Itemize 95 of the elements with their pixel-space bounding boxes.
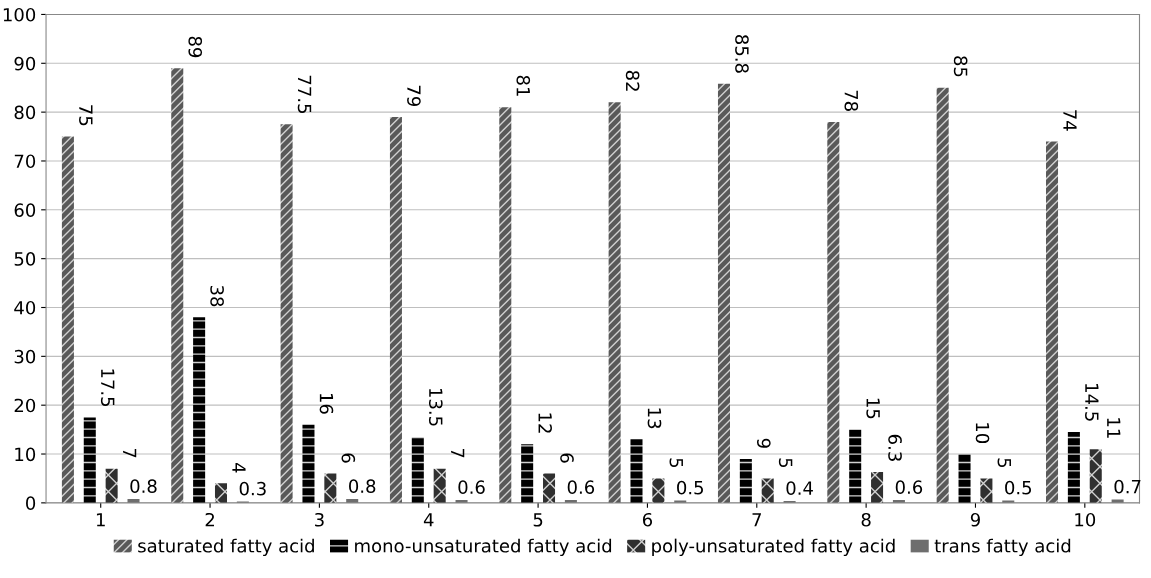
bar <box>280 124 293 503</box>
data-label: 14.5 <box>1085 384 1099 421</box>
y-tick-label: 60 <box>14 203 36 217</box>
bar <box>171 68 184 503</box>
bar <box>543 473 556 503</box>
data-label: 85 <box>953 56 968 77</box>
x-tick-label: 6 <box>642 512 653 527</box>
data-label: 15 <box>866 398 880 419</box>
legend-label: poly-unsaturated fatty acid <box>652 538 895 557</box>
data-label: 0.6 <box>567 480 595 494</box>
data-label: 0.7 <box>1114 479 1141 494</box>
data-label: 6 <box>341 453 356 463</box>
data-label: 6 <box>560 453 574 463</box>
bar <box>324 473 337 503</box>
bar <box>980 478 993 503</box>
bar <box>389 117 402 503</box>
bar <box>433 468 446 503</box>
bar <box>630 439 643 503</box>
bar <box>849 429 862 503</box>
y-tick-label: 100 <box>3 7 36 22</box>
x-tick-label: 8 <box>861 512 871 527</box>
data-label: 82 <box>625 70 640 91</box>
data-label: 5 <box>669 458 683 468</box>
data-label: 78 <box>844 90 859 111</box>
data-label: 0.5 <box>677 480 703 495</box>
data-label: 0.5 <box>1005 480 1032 495</box>
bar <box>302 424 315 503</box>
data-label: 74 <box>1063 110 1077 131</box>
data-label: 4 <box>232 462 246 473</box>
data-label: 10 <box>975 423 990 444</box>
bar <box>1067 432 1080 503</box>
x-tick-label: 9 <box>970 512 980 527</box>
data-label: 77.5 <box>297 75 312 113</box>
data-label: 7 <box>451 448 465 458</box>
data-label: 38 <box>210 285 224 307</box>
bar <box>193 317 206 503</box>
bar <box>411 436 424 503</box>
bar <box>105 468 118 503</box>
data-label: 85.8 <box>735 35 749 73</box>
x-tick-label: 3 <box>315 512 324 527</box>
data-label: 12 <box>538 413 552 433</box>
legend-label: trans fatty acid <box>934 538 1071 557</box>
bar <box>958 454 971 503</box>
bar <box>739 458 752 503</box>
x-tick-label: 5 <box>533 513 543 527</box>
y-tick-label: 80 <box>14 105 36 120</box>
y-tick-label: 40 <box>14 300 36 315</box>
data-label: 79 <box>407 85 421 106</box>
bar <box>761 478 774 503</box>
y-tick-label: 30 <box>14 349 36 364</box>
bar <box>652 478 665 503</box>
data-label: 9 <box>757 438 771 448</box>
data-label: 13.5 <box>428 388 443 426</box>
bar <box>83 417 96 503</box>
data-label: 0.4 <box>786 481 813 495</box>
bar <box>936 87 949 503</box>
y-tick-label: 70 <box>14 154 36 169</box>
legend-label: saturated fatty acid <box>138 538 314 557</box>
bar <box>61 136 74 503</box>
bar <box>871 472 884 503</box>
y-tick-label: 0 <box>26 496 36 510</box>
x-tick-label: 1 <box>96 513 105 527</box>
data-label: 6.3 <box>888 434 902 461</box>
legend-label: mono-unsaturated fatty acid <box>355 538 612 557</box>
data-label: 89 <box>188 36 203 58</box>
y-tick-label: 20 <box>14 398 36 413</box>
y-tick-label: 50 <box>14 252 36 266</box>
bar <box>608 102 621 503</box>
data-label: 13 <box>647 408 662 429</box>
data-label: 5 <box>997 458 1011 468</box>
bar <box>521 444 534 503</box>
bar <box>717 83 730 503</box>
bar <box>499 107 512 503</box>
x-tick-label: 4 <box>423 513 434 527</box>
x-tick-label: 7 <box>752 513 761 527</box>
data-label: 81 <box>516 75 531 96</box>
data-label: 0.8 <box>130 479 157 494</box>
y-tick-label: 90 <box>14 56 36 71</box>
bar <box>214 483 228 503</box>
data-label: 0.6 <box>458 480 485 494</box>
x-tick-label: 2 <box>205 512 214 527</box>
bar <box>1046 141 1059 503</box>
data-label: 0.3 <box>239 481 266 496</box>
data-label: 0.8 <box>349 479 376 494</box>
x-tick-label: 10 <box>1075 512 1096 527</box>
data-label: 7 <box>123 448 137 458</box>
data-label: 16 <box>319 393 334 414</box>
data-label: 11 <box>1107 418 1121 438</box>
bar <box>1089 449 1102 503</box>
data-label: 5 <box>778 458 793 468</box>
data-label: 17.5 <box>100 369 115 407</box>
bar <box>827 121 840 503</box>
data-label: 75 <box>79 105 93 126</box>
y-tick-label: 10 <box>15 447 36 462</box>
data-label: 0.6 <box>895 480 923 494</box>
